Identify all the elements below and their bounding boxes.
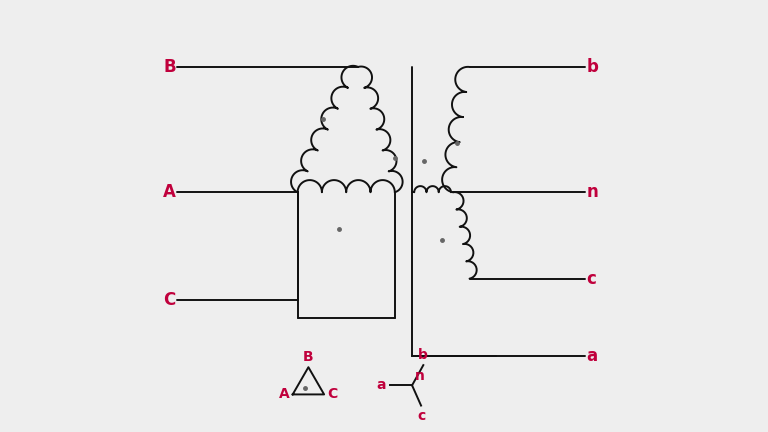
Text: A: A <box>163 183 176 201</box>
Text: n: n <box>415 369 425 383</box>
Text: b: b <box>586 58 598 76</box>
Text: a: a <box>586 347 598 365</box>
Text: c: c <box>417 409 425 423</box>
Text: c: c <box>586 270 596 288</box>
Text: C: C <box>164 291 176 309</box>
Text: A: A <box>279 388 290 401</box>
Text: B: B <box>163 58 176 76</box>
Text: a: a <box>376 378 386 392</box>
Text: B: B <box>303 350 313 364</box>
Text: b: b <box>419 348 429 362</box>
Text: C: C <box>328 388 338 401</box>
Text: n: n <box>586 183 598 201</box>
